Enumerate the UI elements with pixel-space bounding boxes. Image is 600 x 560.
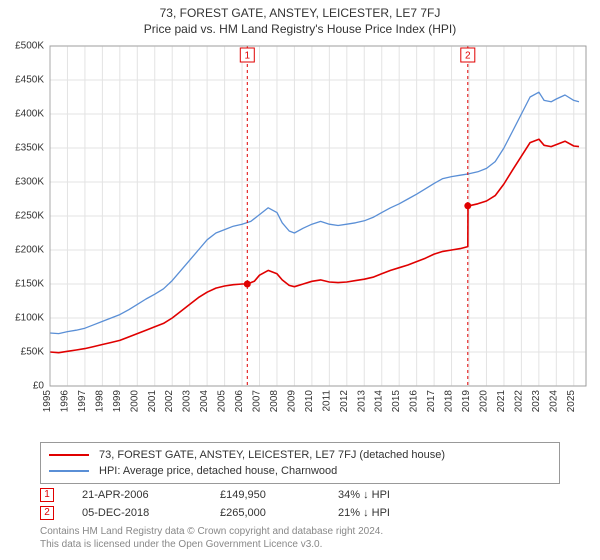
tx-date: 05-DEC-2018 (82, 507, 192, 519)
x-tick-label: 2005 (217, 390, 228, 413)
marker-dot (244, 281, 251, 288)
x-tick-label: 1997 (77, 390, 88, 413)
legend-row: 73, FOREST GATE, ANSTEY, LEICESTER, LE7 … (49, 447, 551, 463)
x-tick-label: 2009 (286, 390, 297, 413)
tx-delta: 34% ↓ HPI (338, 489, 390, 501)
x-tick-label: 2003 (182, 390, 193, 413)
x-tick-label: 2025 (566, 390, 577, 413)
x-tick-label: 2011 (321, 390, 332, 412)
legend-swatch (49, 470, 89, 471)
y-tick-label: £0 (33, 381, 45, 392)
y-tick-label: £500K (15, 41, 44, 52)
footer-line-1: Contains HM Land Registry data © Crown c… (40, 526, 560, 539)
tx-date: 21-APR-2006 (82, 489, 192, 501)
y-tick-label: £150K (15, 279, 44, 290)
x-tick-label: 2007 (252, 390, 263, 413)
chart-titles: 73, FOREST GATE, ANSTEY, LEICESTER, LE7 … (0, 0, 600, 36)
x-tick-label: 2021 (496, 390, 507, 413)
legend-label: HPI: Average price, detached house, Char… (99, 465, 337, 477)
y-tick-label: £250K (15, 211, 44, 222)
x-tick-label: 2019 (461, 390, 472, 413)
y-tick-label: £300K (15, 177, 44, 188)
tx-price: £149,950 (220, 489, 310, 501)
footer: Contains HM Land Registry data © Crown c… (40, 526, 560, 551)
x-tick-label: 2018 (444, 390, 455, 413)
title-subtitle: Price paid vs. HM Land Registry's House … (0, 22, 600, 36)
y-tick-label: £50K (21, 347, 45, 358)
x-tick-label: 2017 (426, 390, 437, 413)
legend: 73, FOREST GATE, ANSTEY, LEICESTER, LE7 … (40, 442, 560, 484)
footer-line-2: This data is licensed under the Open Gov… (40, 539, 560, 552)
y-tick-label: £450K (15, 75, 44, 86)
x-tick-label: 2014 (374, 390, 385, 413)
x-tick-label: 2008 (269, 390, 280, 413)
x-tick-label: 2023 (531, 390, 542, 413)
x-tick-label: 2012 (339, 390, 350, 413)
chart-svg: £0 £50K £100K £150K £200K £250K £300K £350K £400… (0, 36, 600, 436)
x-tick-label: 2015 (391, 390, 402, 413)
x-tick-label: 2000 (129, 390, 140, 413)
x-tick-label: 2010 (304, 390, 315, 413)
x-tick-label: 1996 (59, 390, 70, 413)
transaction-row: 2 05-DEC-2018 £265,000 21% ↓ HPI (40, 506, 560, 520)
tx-delta: 21% ↓ HPI (338, 507, 390, 519)
y-tick-label: £350K (15, 143, 44, 154)
x-tick-label: 1999 (112, 390, 123, 413)
y-tick-label: £100K (15, 313, 44, 324)
y-tick-label: £200K (15, 245, 44, 256)
legend-label: 73, FOREST GATE, ANSTEY, LEICESTER, LE7 … (99, 449, 445, 461)
tx-marker: 1 (40, 488, 54, 502)
legend-row: HPI: Average price, detached house, Char… (49, 463, 551, 479)
x-tick-label: 2016 (409, 390, 420, 413)
x-tick-label: 2001 (147, 390, 158, 413)
legend-swatch (49, 454, 89, 456)
title-address: 73, FOREST GATE, ANSTEY, LEICESTER, LE7 … (0, 6, 600, 20)
marker-id: 1 (245, 51, 251, 62)
x-tick-label: 1998 (94, 390, 105, 413)
marker-id: 2 (465, 51, 471, 62)
transaction-row: 1 21-APR-2006 £149,950 34% ↓ HPI (40, 488, 560, 502)
marker-dot (464, 202, 471, 209)
tx-marker: 2 (40, 506, 54, 520)
chart-area: £0 £50K £100K £150K £200K £250K £300K £350K £400… (0, 36, 600, 436)
x-tick-label: 2006 (234, 390, 245, 413)
x-tick-label: 2024 (548, 390, 559, 413)
tx-price: £265,000 (220, 507, 310, 519)
x-tick-label: 2013 (356, 390, 367, 413)
x-tick-label: 2004 (199, 390, 210, 413)
x-tick-label: 2002 (164, 390, 175, 413)
x-tick-label: 2020 (478, 390, 489, 413)
x-tick-label: 2022 (513, 390, 524, 413)
y-tick-label: £400K (15, 109, 44, 120)
x-tick-label: 1995 (42, 390, 53, 413)
